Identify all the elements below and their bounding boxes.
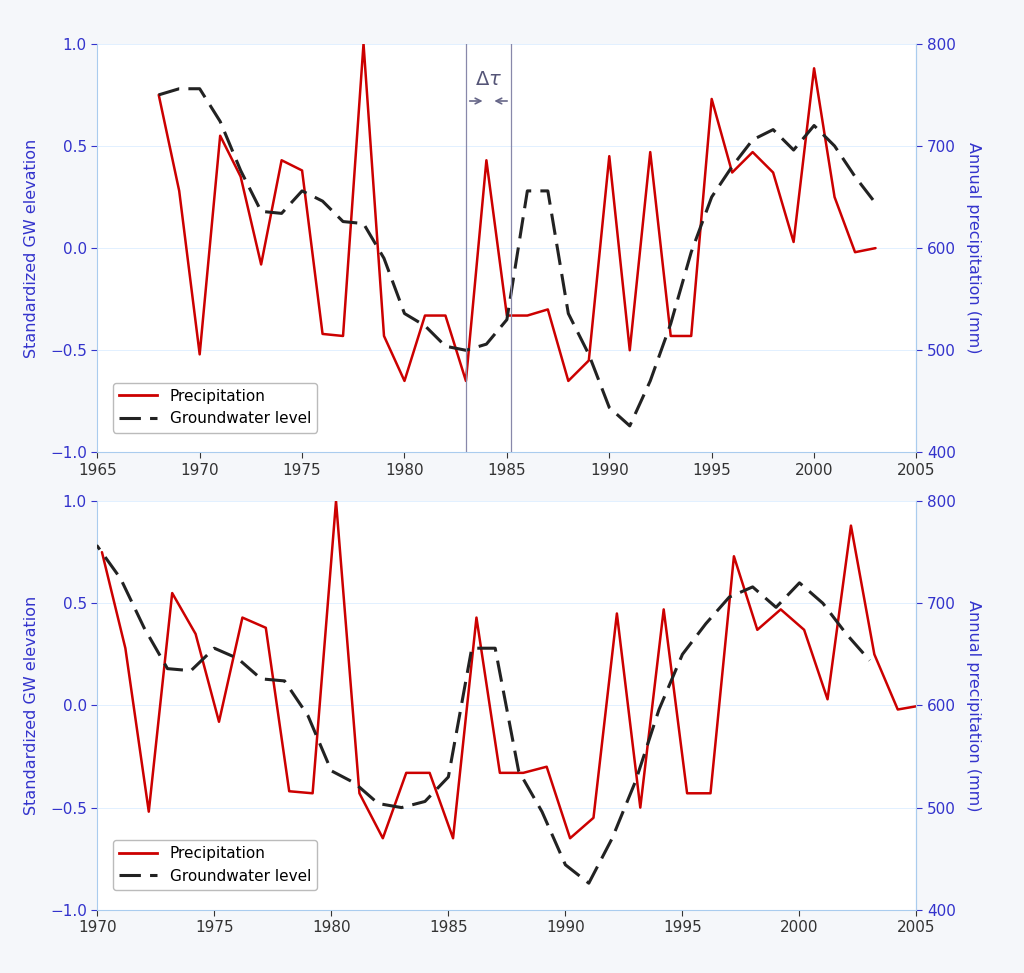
Y-axis label: Standardized GW elevation: Standardized GW elevation [24,595,39,815]
Y-axis label: Annual precipitation (mm): Annual precipitation (mm) [966,142,981,354]
Y-axis label: Standardized GW elevation: Standardized GW elevation [24,138,39,358]
Text: $\Delta\tau$: $\Delta\tau$ [475,70,502,89]
Y-axis label: Annual precipitation (mm): Annual precipitation (mm) [966,599,981,811]
Legend: Precipitation, Groundwater level: Precipitation, Groundwater level [113,840,317,890]
Legend: Precipitation, Groundwater level: Precipitation, Groundwater level [113,382,317,433]
